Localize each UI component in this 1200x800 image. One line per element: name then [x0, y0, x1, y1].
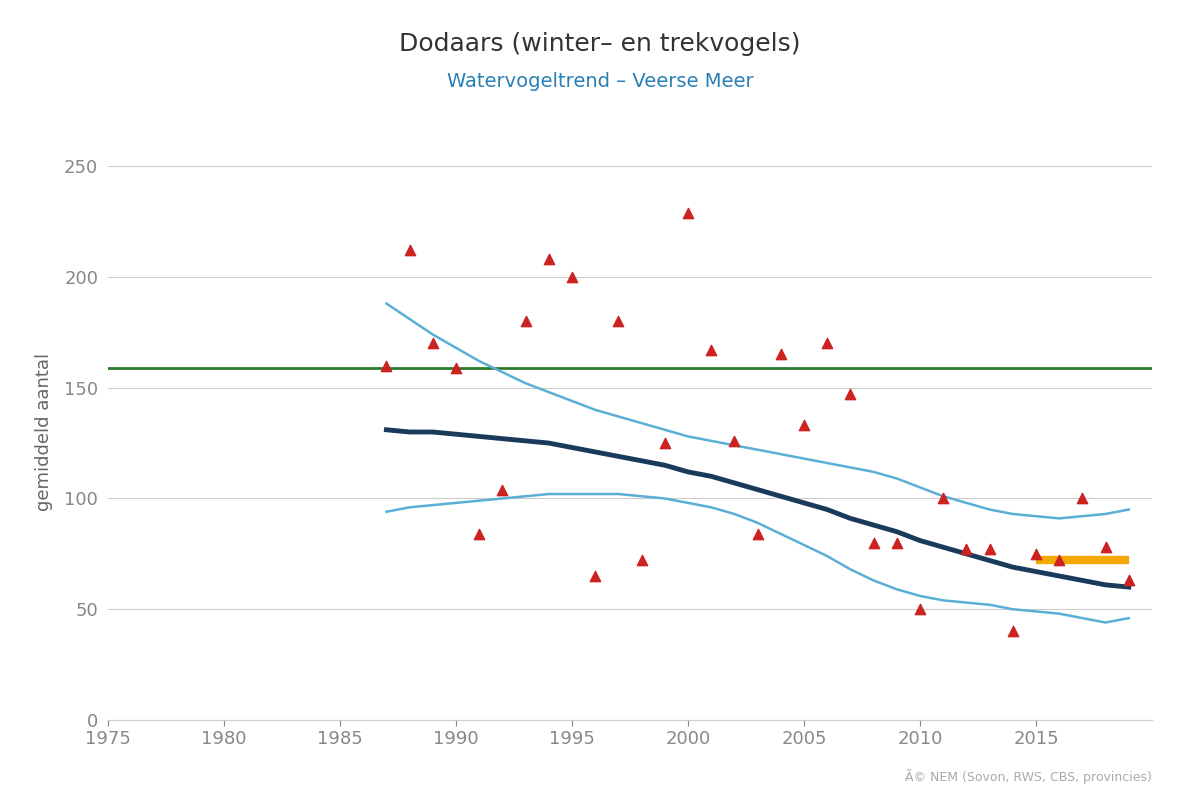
Point	[516, 315, 535, 328]
Y-axis label: gemiddeld aantal: gemiddeld aantal	[35, 353, 53, 511]
Point	[887, 536, 906, 549]
Point	[934, 492, 953, 505]
Point	[980, 543, 1000, 556]
Point	[539, 253, 558, 266]
Point	[446, 362, 466, 374]
Point	[841, 388, 860, 401]
Point	[725, 434, 744, 447]
Text: Watervogeltrend – Veerse Meer: Watervogeltrend – Veerse Meer	[446, 72, 754, 91]
Point	[678, 206, 697, 219]
Point	[608, 315, 628, 328]
Point	[772, 348, 791, 361]
Point	[1050, 554, 1069, 567]
Point	[911, 603, 930, 616]
Text: Ã© NEM (Sovon, RWS, CBS, provincies): Ã© NEM (Sovon, RWS, CBS, provincies)	[905, 769, 1152, 784]
Point	[469, 527, 488, 540]
Point	[655, 437, 674, 450]
Point	[748, 527, 767, 540]
Point	[1096, 541, 1115, 554]
Point	[377, 359, 396, 372]
Point	[1026, 547, 1045, 560]
Point	[586, 570, 605, 582]
Text: Dodaars (winter– en trekvogels): Dodaars (winter– en trekvogels)	[400, 32, 800, 56]
Point	[794, 419, 814, 432]
Point	[1120, 574, 1139, 587]
Point	[563, 270, 582, 283]
Point	[864, 536, 883, 549]
Point	[702, 344, 721, 357]
Point	[956, 543, 976, 556]
Point	[493, 483, 512, 496]
Point	[400, 244, 419, 257]
Point	[1073, 492, 1092, 505]
Point	[1003, 625, 1022, 638]
Point	[424, 337, 443, 350]
Point	[632, 554, 652, 567]
Point	[817, 337, 836, 350]
